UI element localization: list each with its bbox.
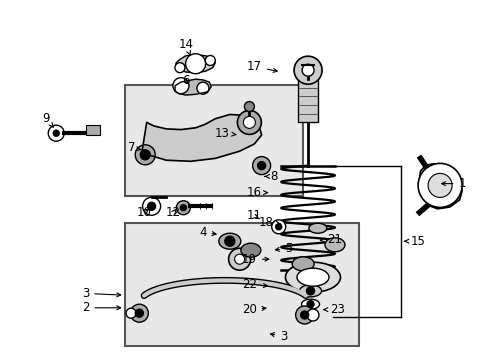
Circle shape xyxy=(147,202,155,210)
Ellipse shape xyxy=(296,268,328,286)
Polygon shape xyxy=(175,79,211,95)
Text: 19: 19 xyxy=(242,253,268,266)
Text: 3: 3 xyxy=(270,330,287,343)
Circle shape xyxy=(140,150,150,160)
Text: 18: 18 xyxy=(259,216,280,229)
Bar xyxy=(124,223,359,346)
Circle shape xyxy=(237,111,261,134)
Circle shape xyxy=(135,309,143,317)
Text: 11: 11 xyxy=(246,210,261,222)
Text: 3: 3 xyxy=(81,287,121,300)
Circle shape xyxy=(243,116,255,129)
Circle shape xyxy=(293,56,322,84)
Circle shape xyxy=(135,145,155,165)
Circle shape xyxy=(244,102,254,112)
Text: 5: 5 xyxy=(275,242,292,255)
Circle shape xyxy=(197,82,208,94)
Text: 23: 23 xyxy=(323,303,344,316)
Circle shape xyxy=(180,205,186,211)
Text: 9: 9 xyxy=(42,112,53,127)
Polygon shape xyxy=(176,55,215,73)
Text: 10: 10 xyxy=(137,206,151,219)
Text: 13: 13 xyxy=(215,127,235,140)
Ellipse shape xyxy=(308,223,326,233)
Circle shape xyxy=(224,236,234,246)
Text: 20: 20 xyxy=(242,303,265,316)
Ellipse shape xyxy=(292,257,313,271)
Circle shape xyxy=(53,130,59,136)
Text: 2: 2 xyxy=(81,301,121,314)
Text: 8: 8 xyxy=(264,170,277,183)
Circle shape xyxy=(295,306,313,324)
Circle shape xyxy=(417,163,461,207)
Text: 12: 12 xyxy=(166,206,181,219)
Bar xyxy=(124,85,303,196)
Text: 16: 16 xyxy=(246,186,267,199)
Circle shape xyxy=(427,174,451,197)
Text: 15: 15 xyxy=(404,235,425,248)
Circle shape xyxy=(130,304,148,322)
Text: 21: 21 xyxy=(320,233,342,246)
Text: 1: 1 xyxy=(441,177,465,190)
Bar xyxy=(298,79,317,122)
Circle shape xyxy=(275,224,281,230)
Circle shape xyxy=(176,201,190,215)
Circle shape xyxy=(126,308,136,318)
Text: 22: 22 xyxy=(242,278,267,291)
Circle shape xyxy=(271,220,285,234)
Ellipse shape xyxy=(299,285,321,297)
Circle shape xyxy=(142,197,160,215)
Text: 17: 17 xyxy=(246,60,277,73)
Circle shape xyxy=(234,254,244,264)
Ellipse shape xyxy=(241,243,260,257)
Polygon shape xyxy=(142,114,261,161)
Circle shape xyxy=(185,54,205,74)
Circle shape xyxy=(306,309,318,321)
Ellipse shape xyxy=(219,233,240,249)
Circle shape xyxy=(175,63,184,73)
Circle shape xyxy=(300,311,308,319)
Circle shape xyxy=(302,64,313,76)
Circle shape xyxy=(306,287,314,295)
Ellipse shape xyxy=(285,262,340,292)
Circle shape xyxy=(228,248,250,270)
Text: 14: 14 xyxy=(178,39,193,55)
Text: 7: 7 xyxy=(128,141,141,154)
Bar xyxy=(85,125,100,135)
Text: 6: 6 xyxy=(182,75,189,87)
Ellipse shape xyxy=(325,238,344,252)
Text: 4: 4 xyxy=(199,226,216,239)
Circle shape xyxy=(48,125,64,141)
Ellipse shape xyxy=(301,299,319,309)
Polygon shape xyxy=(419,164,461,209)
Circle shape xyxy=(205,55,215,66)
Circle shape xyxy=(306,301,313,308)
Circle shape xyxy=(173,78,188,94)
Circle shape xyxy=(257,162,265,170)
Circle shape xyxy=(252,157,270,175)
